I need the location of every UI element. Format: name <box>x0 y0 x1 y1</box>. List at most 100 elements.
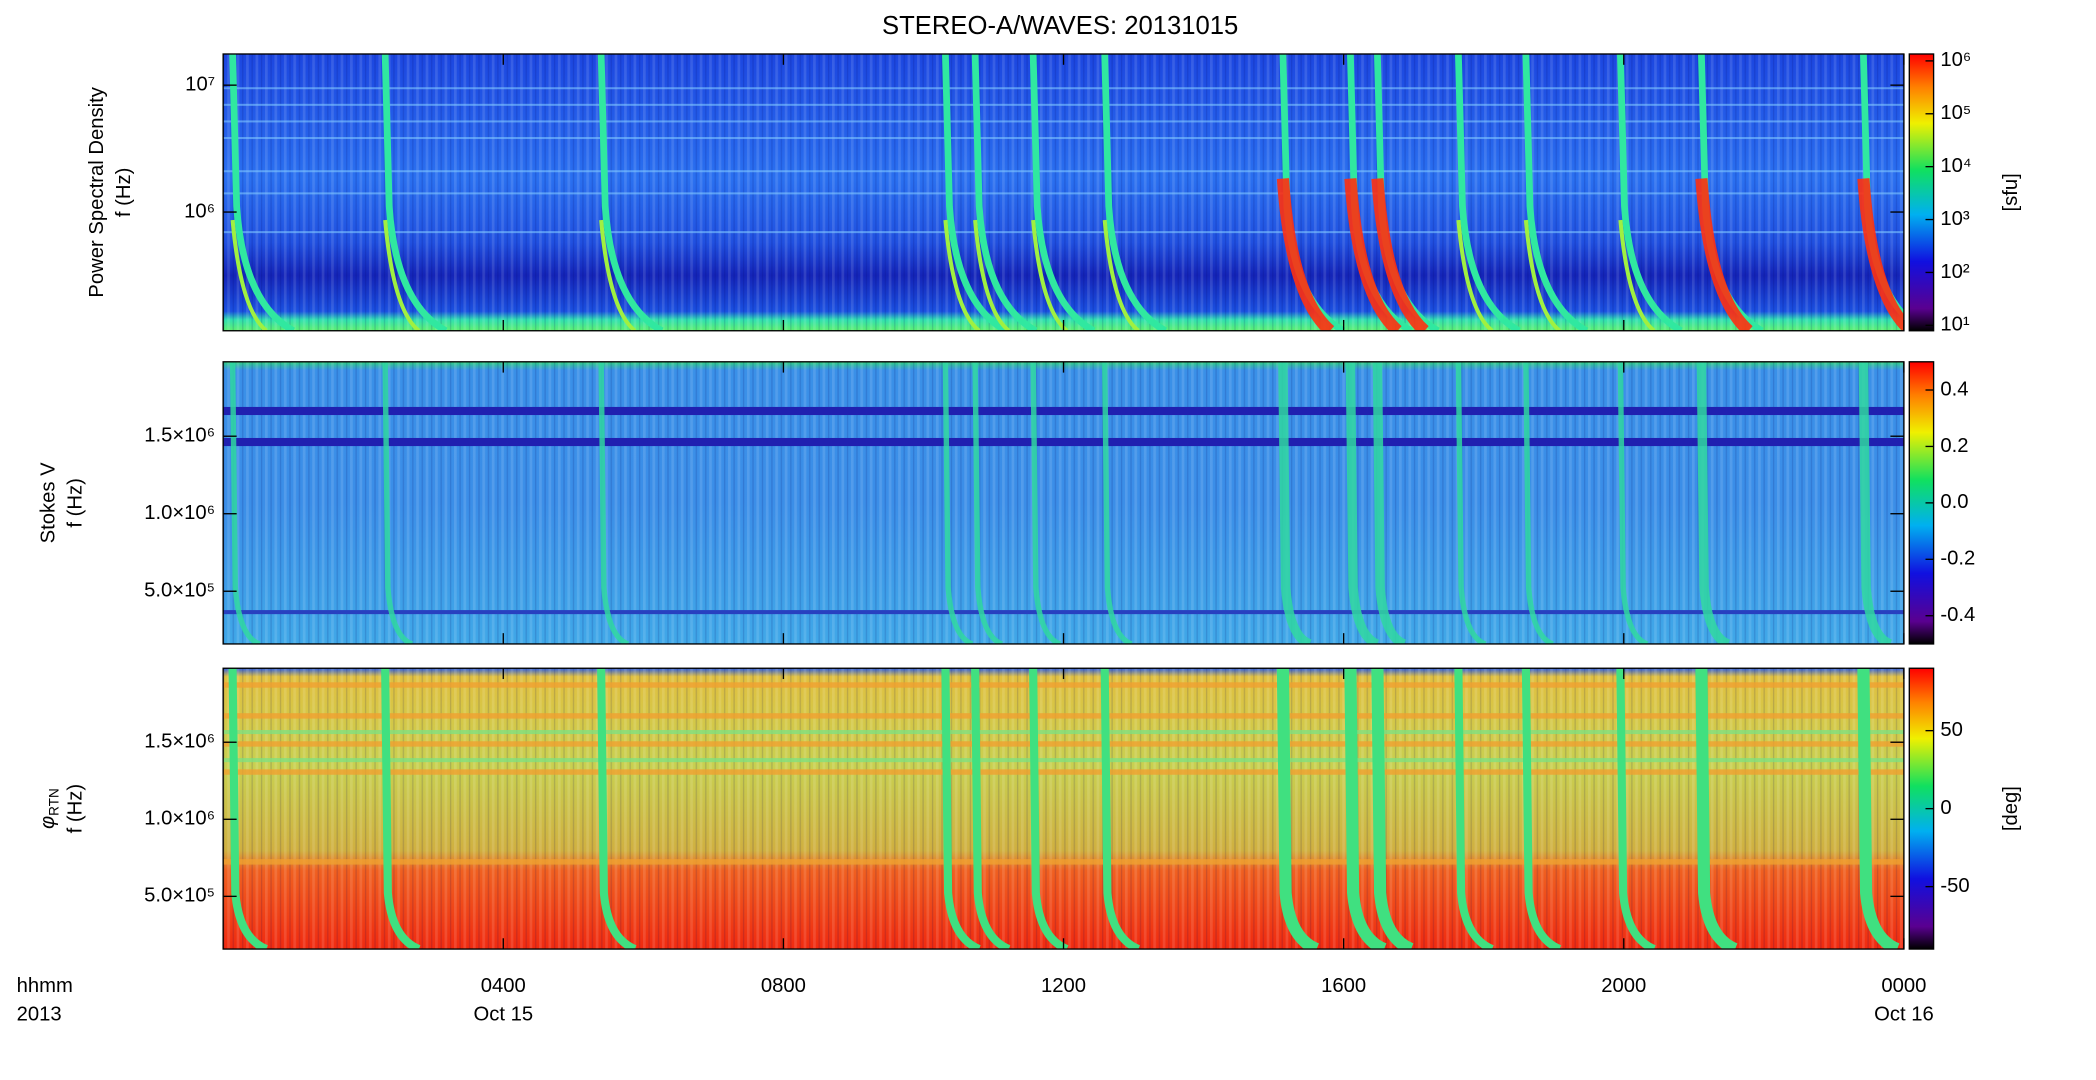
colorbar-tick-label: -0.2 <box>1940 548 1975 570</box>
band <box>223 231 1904 234</box>
x-tick-label: 0400 <box>481 975 526 997</box>
y-axis-label: Stokes V <box>37 462 59 544</box>
streak <box>1617 361 1649 644</box>
band <box>223 170 1904 173</box>
y-tick-label: 1.5×10⁶ <box>144 425 215 447</box>
burst <box>1455 54 1521 331</box>
band <box>223 859 1904 865</box>
x-tick-label: 0000 <box>1881 975 1926 997</box>
colorbar-tick-label: 50 <box>1940 719 1963 741</box>
spectrogram-texture <box>223 668 1904 950</box>
y-axis-label: Power Spectral Density <box>86 86 108 297</box>
panel: 10⁶ 10⁷ Power Spectral Density f (Hz) 10¹ 10²… <box>86 49 2022 335</box>
x-date-label: Oct 15 <box>473 1004 533 1026</box>
burst-core <box>1344 178 1402 331</box>
streak <box>1616 668 1656 950</box>
y-tick-label: 10⁶ <box>184 200 215 222</box>
y-tick-label: 10⁷ <box>185 73 215 95</box>
y-axis-label-subscript: RTN <box>46 788 61 816</box>
streak <box>1100 668 1141 950</box>
colorbar-tick-label: 0.2 <box>1940 435 1968 457</box>
streak <box>942 361 974 644</box>
burst-core <box>1523 219 1561 331</box>
burst-core <box>973 219 1011 331</box>
streak <box>1455 361 1487 644</box>
band <box>223 758 1904 763</box>
colorbar-tick-label: 0 <box>1940 797 1951 819</box>
streak <box>1276 668 1320 950</box>
colorbar-tick-label: 10¹ <box>1940 314 1970 336</box>
band <box>223 137 1904 140</box>
burst <box>971 54 1038 331</box>
colorbar <box>1908 667 1935 950</box>
x-tick-label: 0800 <box>761 975 806 997</box>
burst-core <box>1031 219 1069 331</box>
burst <box>1522 54 1589 331</box>
streak <box>1371 668 1414 950</box>
colorbar <box>1908 53 1935 332</box>
band <box>223 741 1904 747</box>
colorbar-label: [sfu] <box>2000 173 2022 211</box>
burst-core <box>1618 219 1656 331</box>
burst-core <box>1276 178 1335 331</box>
band <box>223 406 1904 416</box>
colorbar-tick-label: -50 <box>1940 875 1969 897</box>
streak <box>1454 668 1494 950</box>
y-axis-label: f (Hz) <box>64 784 86 833</box>
band <box>223 87 1904 90</box>
streak <box>598 361 630 644</box>
burst-core <box>1456 219 1494 331</box>
burst <box>597 54 664 331</box>
colorbar-tick-label: 0.0 <box>1940 491 1968 513</box>
burst-core <box>230 219 268 331</box>
streak <box>1372 361 1407 644</box>
streak <box>971 668 1011 950</box>
streak <box>1345 361 1380 644</box>
burst-core <box>383 219 421 331</box>
chart-title: STEREO-A/WAVES: 20131015 <box>882 12 1238 40</box>
burst-core <box>1695 178 1753 331</box>
y-tick-label: 5.0×10⁵ <box>144 580 215 602</box>
y-tick-label: 5.0×10⁵ <box>144 885 215 907</box>
spectrogram-texture <box>223 361 1904 644</box>
colorbar-label: [deg] <box>2000 786 2022 831</box>
streak <box>228 668 269 950</box>
burst <box>1101 54 1168 331</box>
burst <box>1617 54 1683 331</box>
band <box>223 769 1904 775</box>
streak <box>597 668 637 950</box>
streak <box>1278 361 1312 644</box>
colorbar-tick-label: 10³ <box>1940 208 1970 230</box>
burst <box>942 54 1008 331</box>
band <box>223 192 1904 195</box>
colorbar-tick-label: 10² <box>1940 261 1970 283</box>
streak <box>1029 668 1069 950</box>
streak <box>1695 668 1738 950</box>
band <box>223 437 1904 447</box>
x-tick-label: 2000 <box>1601 975 1646 997</box>
band <box>223 120 1904 123</box>
burst <box>229 54 296 331</box>
colorbar-tick-label: 10⁵ <box>1940 102 1971 124</box>
x-axis-title: 2013 <box>17 1004 62 1026</box>
streak <box>1523 361 1555 644</box>
spectrogram-image <box>223 361 1904 644</box>
y-tick-label: 1.0×10⁶ <box>144 808 215 830</box>
x-tick-label: 1600 <box>1321 975 1366 997</box>
spectrogram-image <box>223 54 1904 331</box>
y-tick-label: 1.5×10⁶ <box>144 731 215 753</box>
y-tick-label: 1.0×10⁶ <box>144 502 215 524</box>
y-axis-label: f (Hz) <box>64 478 86 527</box>
colorbar-tick-label: 10⁶ <box>1940 49 1971 71</box>
x-date-label: Oct 16 <box>1874 1004 1934 1026</box>
band <box>223 610 1904 615</box>
panel: 5.0×10⁵ 1.0×10⁶ 1.5×10⁶ φRTN f (Hz) -50 0 50 [de… <box>37 667 2022 950</box>
band <box>223 713 1904 719</box>
burst-core <box>1857 178 1904 331</box>
streak <box>1857 668 1900 950</box>
streak <box>941 668 981 950</box>
burst <box>381 54 448 331</box>
